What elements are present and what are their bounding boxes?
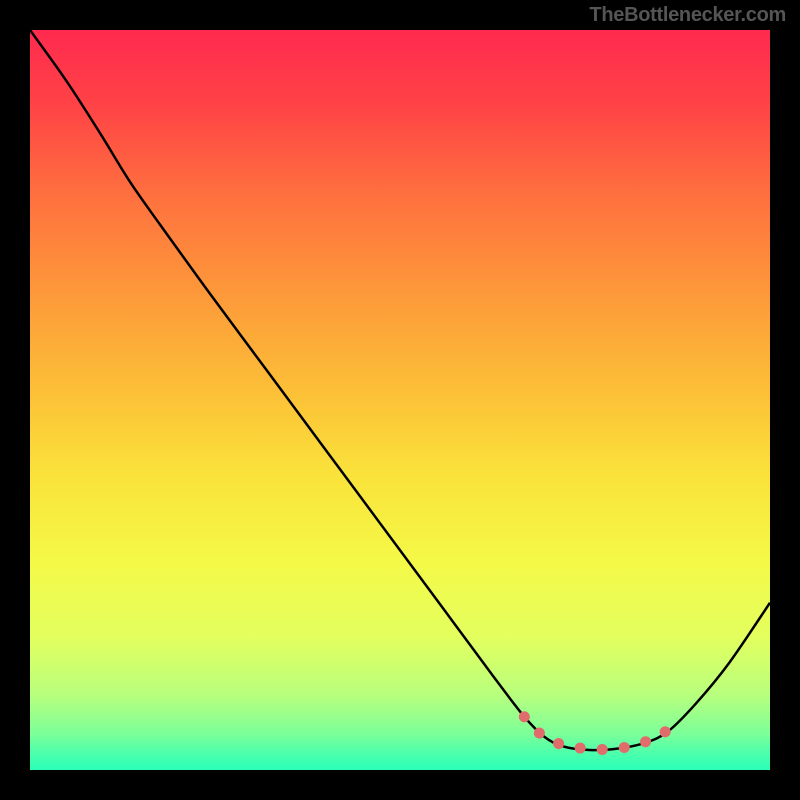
outer-frame: TheBottlenecker.com [0,0,800,800]
watermark-text: TheBottlenecker.com [589,4,786,27]
curve-layer [30,30,770,770]
bottleneck-curve [30,30,770,750]
plot-area [30,30,770,770]
optimal-range-highlight [524,717,673,750]
